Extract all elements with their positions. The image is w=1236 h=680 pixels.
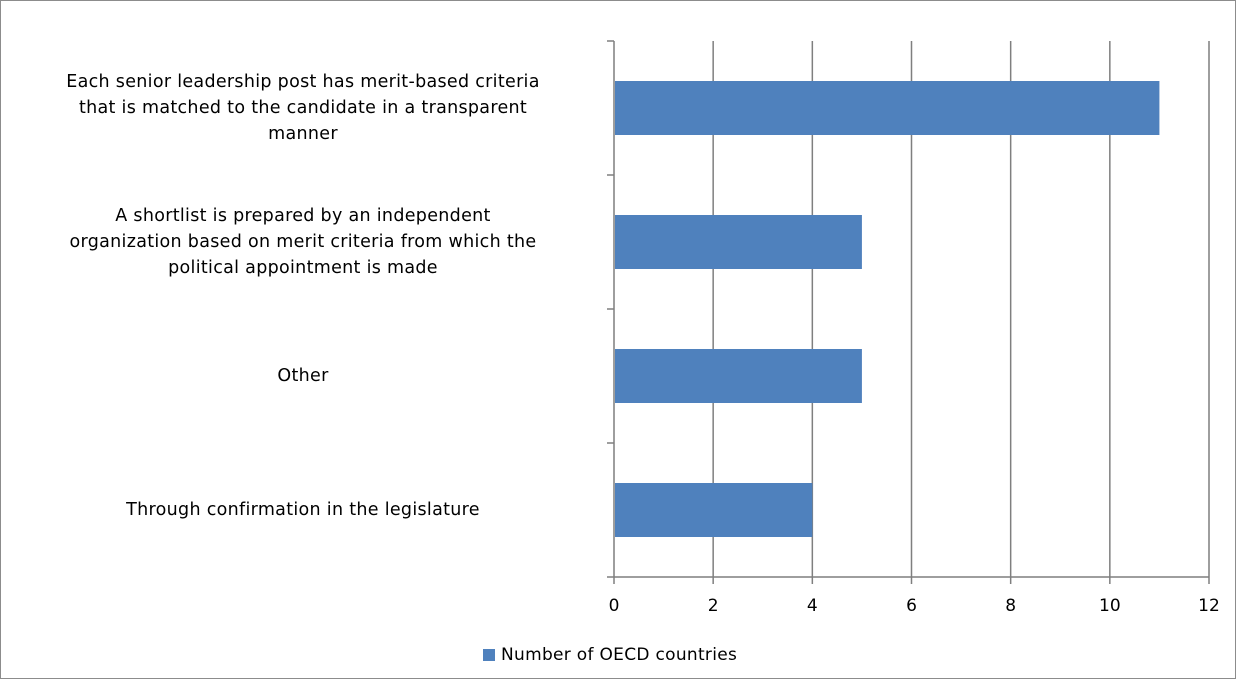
category-label: Through confirmation in the legislature bbox=[13, 497, 593, 523]
legend-label: Number of OECD countries bbox=[501, 645, 738, 665]
category-label-line: organization based on merit criteria fro… bbox=[69, 232, 537, 252]
category-label-line: A shortlist is prepared by an independen… bbox=[115, 206, 491, 226]
x-tick-label: 6 bbox=[906, 596, 917, 616]
bar bbox=[615, 81, 1160, 135]
bar bbox=[615, 483, 813, 537]
category-label: Other bbox=[13, 363, 593, 389]
x-tick-labels: 0 2 4 6 8 10 12 bbox=[609, 596, 1220, 616]
legend-swatch bbox=[483, 649, 495, 661]
category-label: Each senior leadership post has merit-ba… bbox=[13, 69, 593, 147]
category-label-line: Through confirmation in the legislature bbox=[126, 500, 480, 520]
bars bbox=[615, 81, 1160, 537]
legend: Number of OECD countries bbox=[483, 645, 737, 665]
category-label-line: that is matched to the candidate in a tr… bbox=[78, 98, 528, 118]
bar bbox=[615, 349, 862, 403]
bar bbox=[615, 215, 862, 269]
x-tick-label: 12 bbox=[1198, 596, 1220, 616]
x-tick-label: 2 bbox=[708, 596, 719, 616]
category-label-line: political appointment is made bbox=[168, 258, 438, 278]
x-tick-label: 4 bbox=[807, 596, 818, 616]
category-label-line: manner bbox=[268, 124, 338, 144]
category-label: A shortlist is prepared by an independen… bbox=[13, 203, 593, 281]
category-label-line: Other bbox=[277, 366, 329, 386]
x-tick-label: 10 bbox=[1099, 596, 1121, 616]
x-tick-label: 8 bbox=[1005, 596, 1016, 616]
x-tick-label: 0 bbox=[609, 596, 620, 616]
axes bbox=[607, 40, 1210, 584]
category-label-line: Each senior leadership post has merit-ba… bbox=[66, 72, 540, 92]
